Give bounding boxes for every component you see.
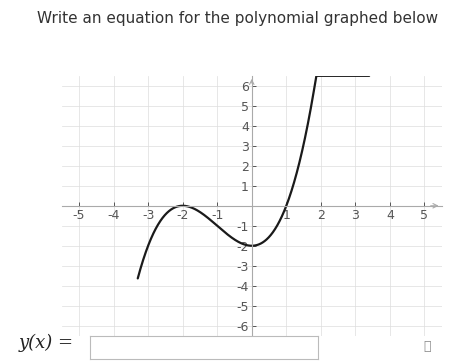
Text: Write an equation for the polynomial graphed below: Write an equation for the polynomial gra… (37, 11, 438, 26)
Text: y(x) =: y(x) = (19, 334, 74, 352)
Text: 🔍: 🔍 (424, 340, 431, 353)
